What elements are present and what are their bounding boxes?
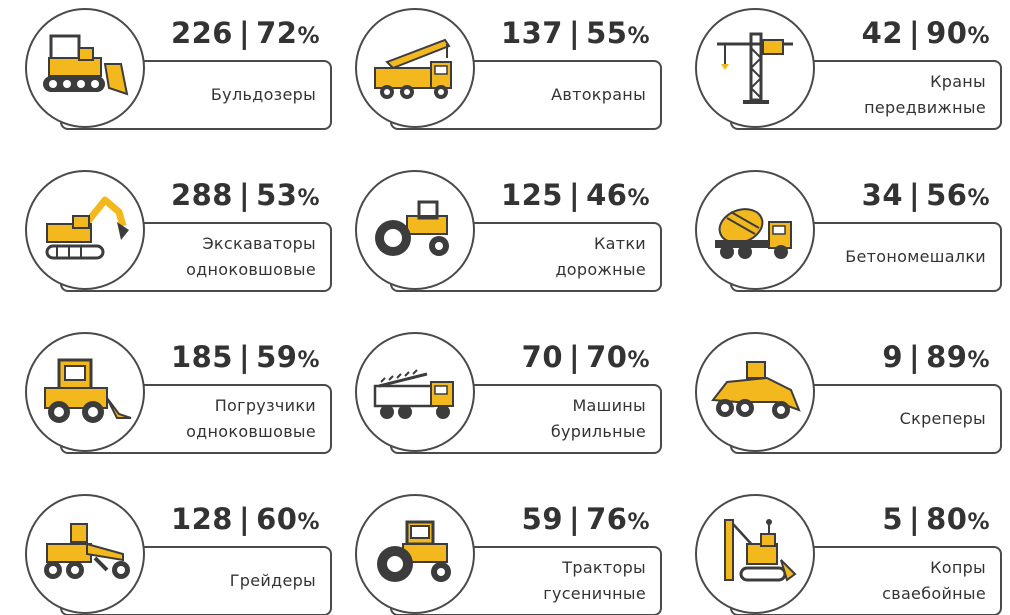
stat-value: 125 | 46% xyxy=(500,178,650,212)
equipment-card-crawler-tractors: 59 | 76% Тракторы гусеничные xyxy=(330,486,662,615)
stat-value: 128 | 60% xyxy=(170,502,320,536)
equipment-label: Тракторы гусеничные xyxy=(543,558,646,603)
crawler-tractor-icon xyxy=(355,494,475,614)
equipment-card-bulldozers: 226 | 72% Бульдозеры xyxy=(0,0,332,130)
equipment-label: Скреперы xyxy=(899,409,986,428)
stat-value: 185 | 59% xyxy=(170,340,320,374)
equipment-label: Машины бурильные xyxy=(550,396,646,441)
stat-value: 42 | 90% xyxy=(861,16,990,50)
drilling-truck-icon xyxy=(355,332,475,452)
equipment-card-mobile-cranes: 42 | 90% Краны передвижные xyxy=(670,0,1002,130)
equipment-label: Краны передвижные xyxy=(864,72,986,117)
equipment-card-scrapers: 9 | 89% Скреперы xyxy=(670,324,1002,454)
stat-value: 226 | 72% xyxy=(170,16,320,50)
stat-value: 9 | 89% xyxy=(882,340,990,374)
equipment-label: Бетономешалки xyxy=(845,247,986,266)
equipment-card-pile-drivers: 5 | 80% Копры сваебойные xyxy=(670,486,1002,615)
stat-value: 70 | 70% xyxy=(521,340,650,374)
grader-icon xyxy=(25,494,145,614)
stat-value: 137 | 55% xyxy=(500,16,650,50)
equipment-card-graders: 128 | 60% Грейдеры xyxy=(0,486,332,615)
tower-crane-icon xyxy=(695,8,815,128)
bulldozer-icon xyxy=(25,8,145,128)
equipment-label: Экскаваторы одноковшовые xyxy=(186,234,316,279)
scraper-icon xyxy=(695,332,815,452)
loader-icon xyxy=(25,332,145,452)
stat-value: 288 | 53% xyxy=(170,178,320,212)
equipment-label: Копры сваебойные xyxy=(882,558,986,603)
equipment-label: Катки дорожные xyxy=(555,234,646,279)
equipment-card-excavators: 288 | 53% Экскаваторы одноковшовые xyxy=(0,162,332,292)
equipment-card-drilling-machines: 70 | 70% Машины бурильные xyxy=(330,324,662,454)
equipment-label: Погрузчики одноковшовые xyxy=(186,396,316,441)
truck-crane-icon xyxy=(355,8,475,128)
road-roller-icon xyxy=(355,170,475,290)
excavator-icon xyxy=(25,170,145,290)
equipment-card-road-rollers: 125 | 46% Катки дорожные xyxy=(330,162,662,292)
concrete-mixer-icon xyxy=(695,170,815,290)
stat-value: 34 | 56% xyxy=(861,178,990,212)
equipment-card-truck-cranes: 137 | 55% Автокраны xyxy=(330,0,662,130)
stat-value: 59 | 76% xyxy=(521,502,650,536)
stat-value: 5 | 80% xyxy=(882,502,990,536)
equipment-card-loaders: 185 | 59% Погрузчики одноковшовые xyxy=(0,324,332,454)
equipment-card-concrete-mixers: 34 | 56% Бетономешалки xyxy=(670,162,1002,292)
pile-driver-icon xyxy=(695,494,815,614)
equipment-label: Бульдозеры xyxy=(210,85,316,104)
equipment-label: Грейдеры xyxy=(229,571,316,590)
equipment-label: Автокраны xyxy=(551,85,646,104)
